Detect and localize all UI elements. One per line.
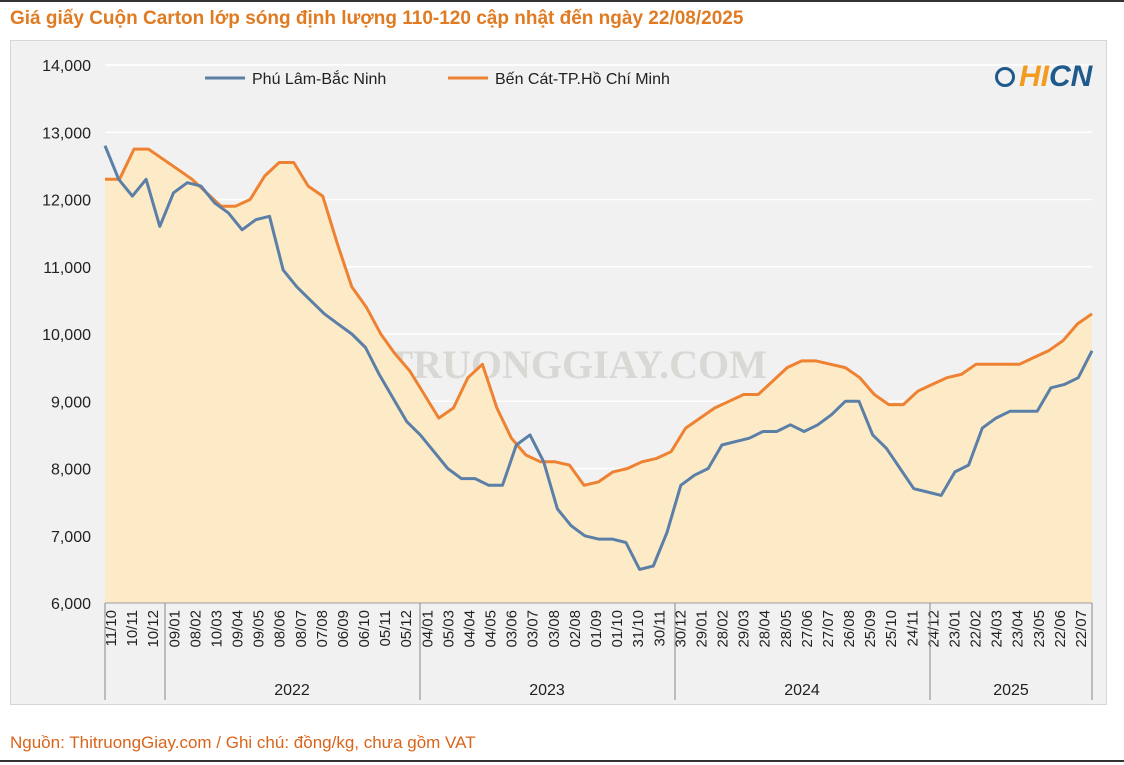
x-tick-label: 09/01 — [166, 610, 183, 648]
x-tick-label: 02/08 — [567, 610, 584, 648]
chart-title: Giá giấy Cuộn Carton lớp sóng định lượng… — [10, 8, 744, 29]
x-tick-label: 29/03 — [736, 610, 753, 648]
x-tick-label: 26/08 — [841, 610, 858, 648]
series-line-phu-lam — [103, 145, 1094, 571]
y-tick-label: 13,000 — [42, 125, 91, 142]
y-tick-label: 6,000 — [51, 596, 91, 613]
logo-circle-icon — [995, 67, 1015, 87]
x-tick-label: 23/01 — [946, 610, 963, 648]
x-tick-label: 03/08 — [546, 610, 563, 648]
legend-label-ben-cat: Bến Cát-TP.Hồ Chí Minh — [495, 71, 670, 88]
x-tick-label: 27/06 — [799, 610, 816, 648]
bottom-border — [0, 760, 1124, 762]
x-tick-label: 30/12 — [672, 610, 689, 648]
x-tick-label: 24/12 — [925, 610, 942, 648]
x-tick-label: 24/11 — [904, 610, 921, 646]
x-axis: 11/10 10/11 10/12 09/01 08/02 10/03 09/04 09/05… — [103, 602, 1093, 700]
y-tick-label: 12,000 — [42, 193, 91, 210]
legend-label-phu-lam: Phú Lâm-Bắc Ninh — [252, 69, 386, 88]
x-tick-label: 01/10 — [609, 610, 626, 648]
x-tick-label: 23/04 — [1010, 610, 1027, 648]
source-note: Nguồn: ThitruongGiay.com / Ghi chú: đồng… — [10, 733, 476, 752]
area-fill-ben-cat — [105, 149, 1092, 603]
x-tick-label: 04/05 — [483, 610, 500, 648]
x-tick-label: 22/02 — [968, 610, 985, 648]
x-tick-label: 10/11 — [124, 610, 141, 646]
year-label: 2025 — [993, 682, 1029, 699]
x-tick-label: 06/09 — [335, 610, 352, 648]
year-label: 2024 — [784, 682, 820, 699]
y-axis: 6,000 7,000 8,000 9,000 10,000 11,000 12,000 13… — [42, 58, 91, 613]
top-border — [0, 0, 1124, 2]
y-tick-label: 10,000 — [42, 327, 91, 344]
x-tick-label: 24/03 — [989, 610, 1006, 648]
y-tick-label: 11,000 — [43, 260, 91, 277]
htcn-logo: HICN — [995, 60, 1092, 94]
x-tick-label: 10/03 — [208, 610, 225, 648]
logo-part2: CN — [1049, 60, 1093, 93]
x-tick-label: 08/02 — [187, 610, 204, 648]
x-tick-label: 30/11 — [651, 610, 668, 646]
series-line-ben-cat — [105, 147, 1093, 487]
x-tick-label: 09/05 — [251, 610, 268, 648]
x-tick-label: 03/06 — [504, 610, 521, 648]
series-lines — [103, 145, 1094, 571]
x-tick-label: 10/12 — [145, 610, 162, 648]
x-tick-label: 06/10 — [356, 610, 373, 648]
x-tick-label: 05/12 — [398, 610, 415, 648]
x-tick-label: 31/10 — [630, 610, 647, 648]
y-tick-label: 8,000 — [51, 462, 91, 479]
y-tick-label: 7,000 — [51, 529, 91, 546]
x-tick-label: 04/04 — [461, 610, 478, 648]
year-label: 2022 — [274, 682, 310, 699]
x-tick-label: 05/11 — [377, 610, 394, 646]
x-tick-label: 01/09 — [588, 610, 605, 648]
x-tick-label: 28/02 — [715, 610, 732, 648]
x-tick-label: 27/07 — [820, 610, 837, 648]
x-tick-label: 29/01 — [693, 610, 710, 648]
y-tick-label: 14,000 — [42, 58, 91, 75]
x-tick-label: 23/05 — [1031, 610, 1048, 648]
legend: Phú Lâm-Bắc Ninh Bến Cát-TP.Hồ Chí Minh — [205, 69, 670, 88]
x-tick-label: 25/10 — [883, 610, 900, 648]
logo-part1: HI — [1019, 60, 1049, 93]
x-tick-label: 09/04 — [230, 610, 247, 648]
x-tick-label: 28/05 — [778, 610, 795, 648]
x-tick-label: 22/06 — [1052, 610, 1069, 648]
y-tick-label: 9,000 — [51, 394, 91, 411]
x-tick-label: 04/01 — [419, 610, 436, 648]
area-fills — [105, 149, 1092, 603]
year-label: 2023 — [529, 682, 565, 699]
x-tick-label: 11/10 — [103, 610, 120, 646]
x-tick-label: 05/03 — [440, 610, 457, 648]
x-tick-label: 08/07 — [293, 610, 310, 648]
x-tick-label: 03/07 — [525, 610, 542, 648]
x-tick-label: 25/09 — [862, 610, 879, 648]
x-tick-label: 08/06 — [272, 610, 289, 648]
x-tick-label: 22/07 — [1073, 610, 1090, 648]
x-tick-label: 28/04 — [757, 610, 774, 648]
x-tick-label: 07/08 — [314, 610, 331, 648]
